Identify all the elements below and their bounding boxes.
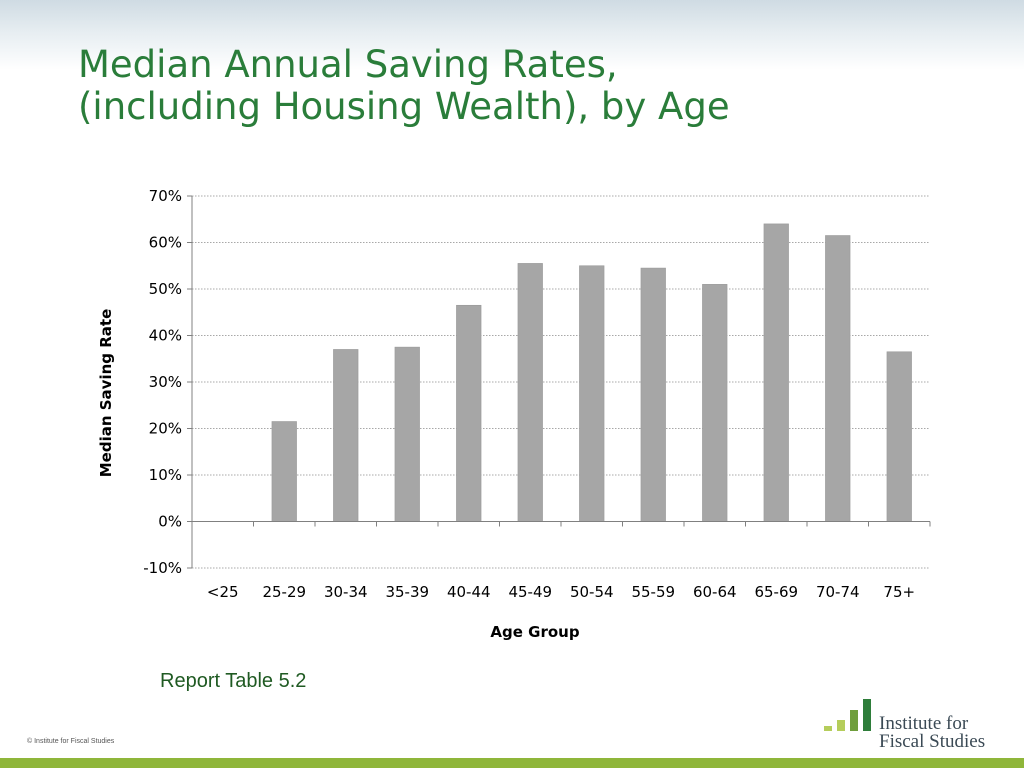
gridlines <box>192 195 930 569</box>
axes <box>187 195 931 569</box>
y-tick-label: 0% <box>158 513 182 531</box>
y-tick-label: 20% <box>149 420 182 438</box>
footer-accent-bar <box>0 758 1024 768</box>
slide-title-line-1: Median Annual Saving Rates, <box>78 43 618 86</box>
logo-line-1: Institute for <box>879 713 969 734</box>
x-tick-label: 45-49 <box>508 583 552 601</box>
bar-25-29 <box>271 421 297 522</box>
x-tick-label: 65-69 <box>754 583 798 601</box>
y-tick-label: 60% <box>149 234 182 252</box>
bar-75+ <box>886 351 912 522</box>
x-tick-label: 35-39 <box>385 583 429 601</box>
bar-65-69 <box>763 223 789 522</box>
bar-60-64 <box>702 284 728 522</box>
x-tick-label: 25-29 <box>262 583 306 601</box>
y-tick-label: 70% <box>149 187 182 205</box>
x-tick-label: 70-74 <box>816 583 860 601</box>
y-tick-labels: 70% 60% 50% 40% 30% 20% 10% 0% -10% <box>143 187 182 577</box>
bar-45-49 <box>517 263 543 522</box>
header-gradient-band <box>0 0 1024 70</box>
bar-40-44 <box>456 304 482 522</box>
x-tick-labels: <25 25-29 30-34 35-39 40-44 45-49 50-54 55-59 60… <box>207 583 915 601</box>
x-tick-label: 60-64 <box>693 583 737 601</box>
y-tick-label: 40% <box>149 327 182 345</box>
bars <box>271 223 912 522</box>
logo-wordmark: Institute for Fiscal Studies <box>879 713 986 752</box>
ifs-logo: Institute for Fiscal Studies <box>822 697 1002 755</box>
x-tick-label: 50-54 <box>570 583 614 601</box>
logo-line-2: Fiscal Studies <box>879 731 986 752</box>
y-axis-title: Median Saving Rate <box>97 309 115 478</box>
bar-35-39 <box>394 346 420 522</box>
y-tick-label: 30% <box>149 373 182 391</box>
bar-50-54 <box>579 265 605 522</box>
slide-title-line-2: (including Housing Wealth), by Age <box>78 85 730 128</box>
ascending-bars-logo-icon <box>824 699 871 731</box>
y-tick-label: 10% <box>149 466 182 484</box>
x-tick-label: <25 <box>207 583 239 601</box>
copyright-notice: © Institute for Fiscal Studies <box>27 738 115 745</box>
x-tick-label: 40-44 <box>447 583 491 601</box>
report-reference: Report Table 5.2 <box>160 670 307 692</box>
x-axis-title: Age Group <box>490 623 579 641</box>
bar-30-34 <box>333 349 359 522</box>
bar-70-74 <box>825 235 851 522</box>
y-tick-label: -10% <box>143 559 182 577</box>
bar-55-59 <box>640 267 666 522</box>
slide-title: Median Annual Saving Rates, (including H… <box>78 44 730 128</box>
saving-rate-bar-chart: 70% 60% 50% 40% 30% 20% 10% 0% -10% <25 25-29 30-3… <box>97 187 931 641</box>
y-tick-label: 50% <box>149 280 182 298</box>
x-tick-label: 75+ <box>883 583 915 601</box>
x-tick-label: 30-34 <box>324 583 368 601</box>
x-tick-label: 55-59 <box>631 583 675 601</box>
